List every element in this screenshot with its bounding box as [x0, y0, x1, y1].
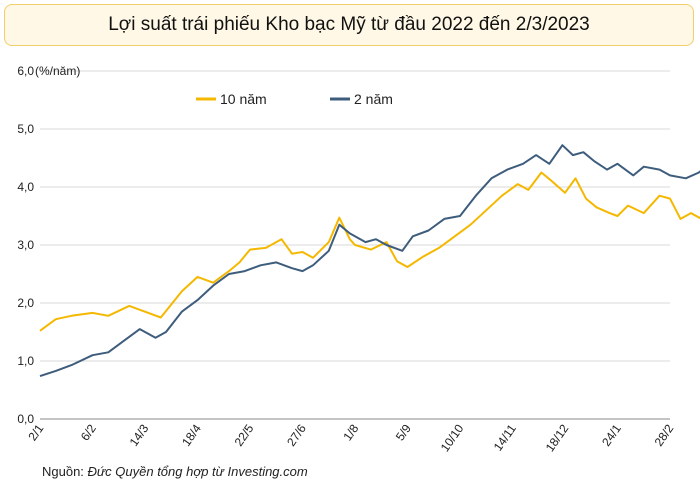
x-tick-label: 24/1: [599, 421, 624, 448]
x-tick-label: 27/6: [284, 421, 309, 448]
y-tick-label: 0,0: [17, 412, 34, 426]
x-tick-label: 1/8: [340, 421, 361, 443]
y-tick-label: 1,0: [17, 354, 34, 368]
y-axis-unit-label: (%/năm): [35, 64, 80, 78]
series-line-2-year: [39, 144, 700, 378]
legend-label-2-year: 2 năm: [354, 91, 393, 107]
y-tick-label: 4,0: [17, 180, 34, 194]
y-tick-label: 2,0: [17, 296, 34, 310]
legend-label-10-year: 10 năm: [220, 91, 267, 107]
x-tick-label: 10/10: [438, 421, 467, 454]
y-tick-label: 3,0: [17, 238, 34, 252]
chart-title: Lợi suất trái phiếu Kho bạc Mỹ từ đầu 20…: [108, 14, 590, 35]
source-text: Đức Quyền tổng hợp từ Investing.com: [87, 464, 308, 479]
source-note: Nguồn: Đức Quyền tổng hợp từ Investing.c…: [42, 464, 308, 479]
y-tick-label: 6,0: [17, 64, 34, 78]
x-tick-label: 18/12: [543, 421, 572, 454]
x-tick-label: 22/5: [232, 421, 257, 448]
x-tick-label: 28/2: [652, 421, 677, 448]
chart-title-box: Lợi suất trái phiếu Kho bạc Mỹ từ đầu 20…: [4, 4, 694, 46]
x-tick-label: 18/4: [179, 421, 204, 448]
source-prefix: Nguồn:: [42, 464, 88, 479]
series-line-10-year: [39, 171, 700, 332]
x-tick-label: 6/2: [78, 421, 99, 443]
x-tick-label: 14/3: [127, 421, 152, 448]
x-tick-label: 14/11: [491, 421, 519, 453]
y-tick-label: 5,0: [17, 122, 34, 136]
x-tick-label: 5/9: [393, 421, 414, 443]
